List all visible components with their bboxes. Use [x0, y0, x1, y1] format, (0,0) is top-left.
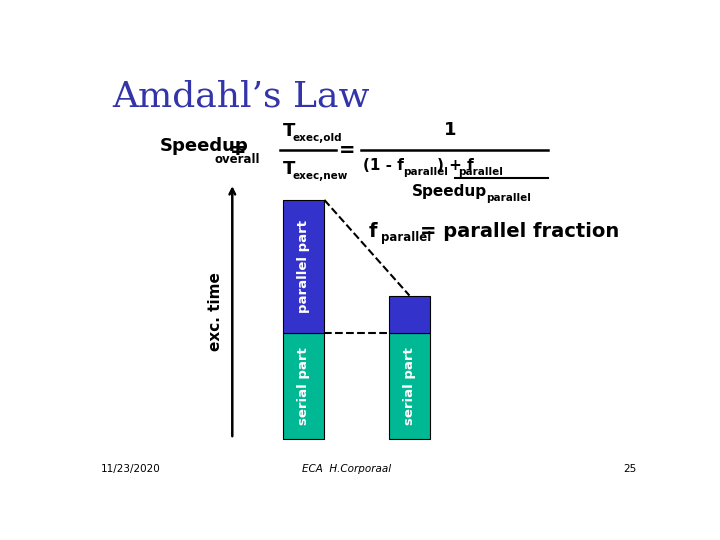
Text: f: f [369, 221, 377, 241]
Text: ECA  H.Corporaal: ECA H.Corporaal [302, 464, 391, 474]
Text: 11/23/2020: 11/23/2020 [101, 464, 161, 474]
Text: =: = [338, 140, 355, 159]
Text: parallel: parallel [381, 231, 431, 244]
Text: ) + f: ) + f [436, 158, 473, 173]
Bar [282, 333, 324, 439]
Text: Amdahl’s Law: Amdahl’s Law [112, 79, 370, 113]
Bar [389, 333, 431, 439]
Bar [389, 295, 431, 333]
Text: =: = [230, 140, 246, 159]
Bar [282, 200, 324, 333]
Text: exec,new: exec,new [292, 171, 348, 181]
Text: exc. time: exc. time [208, 272, 223, 350]
Text: parallel: parallel [486, 193, 531, 203]
Text: (1 - f: (1 - f [364, 158, 405, 173]
Text: 25: 25 [624, 464, 637, 474]
Text: Speedup: Speedup [413, 184, 487, 199]
Text: 1: 1 [444, 121, 456, 139]
Text: T: T [282, 160, 295, 178]
Text: parallel part: parallel part [297, 220, 310, 313]
Text: parallel: parallel [458, 167, 503, 177]
Text: Speedup: Speedup [160, 137, 248, 155]
Text: = parallel fraction: = parallel fraction [420, 221, 619, 241]
Text: exec,old: exec,old [292, 133, 342, 144]
Text: serial part: serial part [403, 347, 416, 425]
Text: serial part: serial part [297, 347, 310, 425]
Text: T: T [282, 123, 295, 140]
Text: parallel: parallel [404, 167, 449, 177]
Text: overall: overall [215, 153, 260, 166]
